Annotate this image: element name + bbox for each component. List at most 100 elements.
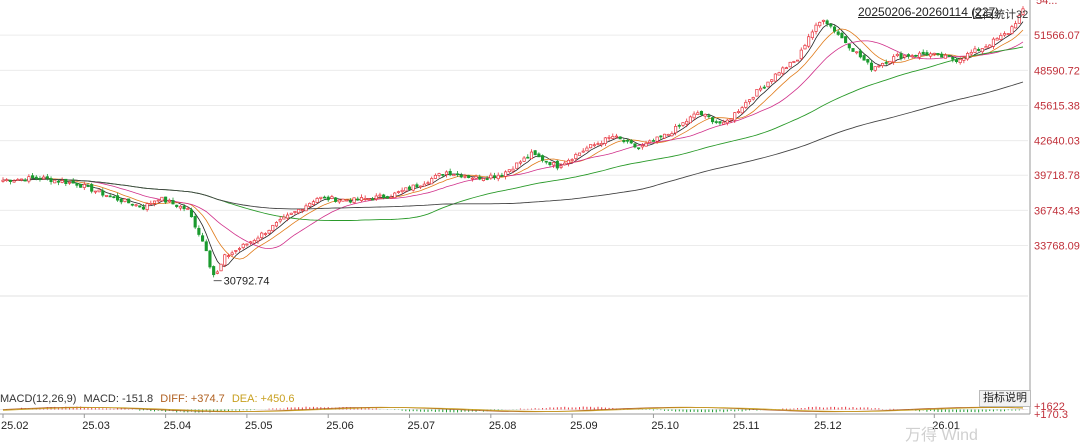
candle-up (249, 241, 253, 244)
candle-up (430, 178, 434, 185)
candle-up (788, 61, 792, 68)
candle-up (740, 107, 744, 114)
candle-up (256, 237, 260, 242)
candle-down (677, 124, 681, 127)
candle-up (600, 143, 604, 146)
candle-up (389, 196, 393, 199)
candle-up (566, 159, 570, 164)
x-tick-label: 25.04 (164, 420, 192, 432)
candle-up (592, 144, 596, 147)
candle-up (799, 49, 803, 60)
candle-up (42, 176, 46, 180)
x-tick-label: 25.09 (570, 420, 598, 432)
candle-up (359, 197, 364, 201)
candle-up (518, 161, 522, 164)
candle-up (27, 176, 31, 182)
candle-up (574, 154, 578, 159)
candle-down (637, 147, 641, 150)
candle-up (363, 198, 367, 200)
candle-up (263, 233, 267, 235)
candle-down (385, 196, 389, 199)
candle-up (640, 145, 644, 148)
candle-up (511, 168, 515, 172)
candle-up (474, 176, 478, 179)
candle-up (892, 56, 896, 63)
range-label[interactable]: 20250206-20260114 (227) (858, 5, 1000, 19)
candle-down (356, 198, 360, 201)
candle-up (563, 162, 567, 166)
candle-up (367, 198, 371, 200)
candle-down (64, 178, 68, 184)
candle-up (703, 113, 707, 117)
candle-up (504, 171, 508, 177)
candle-down (201, 235, 205, 242)
candle-up (237, 248, 242, 250)
candle-up (345, 199, 349, 202)
watermark: 万得 Wind (905, 427, 978, 444)
candle-up (888, 60, 892, 64)
candle-up (260, 232, 264, 239)
candle-up (881, 63, 885, 67)
candle-down (459, 174, 463, 178)
range-stat-label[interactable]: 区间统计32 (972, 9, 1029, 21)
y-axis: 51566.07 48590.72 45615.38 42640.03 39718.78… (1034, 0, 1080, 253)
candle-up (581, 150, 585, 153)
candle-up (991, 38, 995, 47)
macd-value: MACD: -151.8 (83, 393, 154, 405)
candle-down (840, 32, 844, 39)
candle-down (714, 121, 718, 123)
candle-down (899, 53, 903, 59)
candle-down (101, 190, 105, 196)
candle-up (751, 97, 755, 100)
candle-up (821, 19, 825, 22)
candle-up (300, 209, 304, 212)
candle-up (980, 48, 984, 53)
candle-up (433, 174, 437, 179)
candle-down (862, 55, 866, 61)
annotations: 30792.74 (213, 276, 270, 288)
candle-down (208, 250, 212, 268)
candle-down (34, 176, 38, 179)
candle-up (330, 196, 334, 199)
candle-up (674, 126, 678, 134)
candle-up (1021, 8, 1025, 15)
candle-up (419, 185, 423, 188)
x-tick-label: 25.07 (408, 420, 436, 432)
candle-down (762, 86, 766, 89)
dea-line (2, 407, 1024, 412)
candle-down (56, 180, 60, 183)
candle-down (651, 140, 655, 142)
candle-down (718, 121, 722, 124)
candle-up (577, 152, 582, 156)
candle-up (770, 79, 774, 82)
moving-average-lines (2, 21, 1024, 267)
candle-up (234, 250, 238, 252)
candle-up (19, 178, 24, 181)
ma120-line (2, 81, 1024, 210)
candle-down (212, 266, 216, 276)
candle-down (485, 178, 489, 180)
x-tick-label: 25.12 (814, 420, 842, 432)
candle-down (382, 194, 386, 198)
candle-up (404, 187, 408, 192)
candle-down (699, 110, 704, 116)
candle-up (662, 133, 667, 139)
candle-up (988, 44, 992, 48)
x-axis: 25.02 25.03 25.04 25.05 25.06 25.07 25.08 25.09… (0, 413, 1030, 432)
candle-down (825, 20, 829, 25)
candle-down (467, 175, 471, 179)
candle-down (8, 179, 12, 182)
candle-down (130, 203, 134, 206)
candle-down (193, 216, 197, 228)
candle-up (681, 122, 685, 126)
candle-down (548, 161, 552, 166)
candle-down (921, 51, 925, 55)
candle-up (219, 263, 223, 272)
candle-up (411, 184, 415, 191)
candle-down (348, 200, 352, 203)
candle-up (773, 73, 777, 82)
indicator-explain-button[interactable]: 指标说明 (979, 390, 1031, 407)
candle-up (559, 165, 563, 168)
candle-down (456, 173, 460, 176)
candle-down (541, 155, 545, 161)
